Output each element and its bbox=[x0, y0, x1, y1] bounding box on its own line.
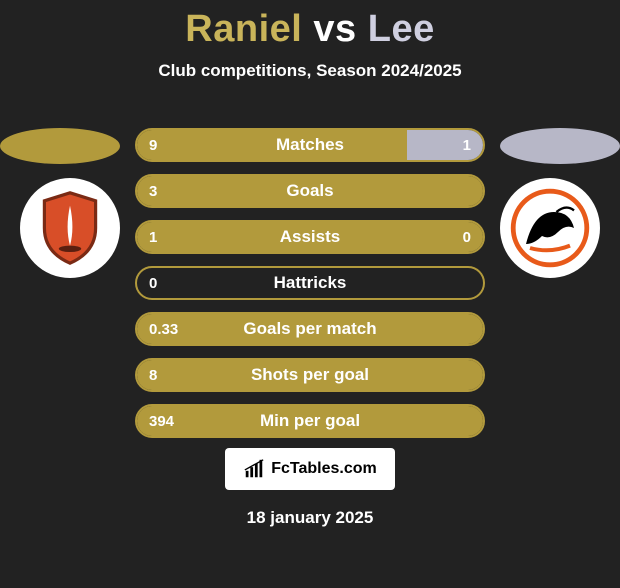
stat-label: Assists bbox=[137, 222, 483, 252]
shield-icon bbox=[30, 188, 110, 268]
title-player2: Lee bbox=[368, 8, 435, 50]
stat-label: Hattricks bbox=[137, 268, 483, 298]
subtitle: Club competitions, Season 2024/2025 bbox=[0, 61, 620, 81]
stat-row-shots-per-goal: 8 Shots per goal bbox=[135, 358, 485, 392]
stat-value-right: 1 bbox=[463, 130, 471, 160]
stat-row-goals: 3 Goals bbox=[135, 174, 485, 208]
brand-badge: FcTables.com bbox=[225, 448, 395, 490]
stat-rows: 9 Matches 1 3 Goals 1 Assists 0 0 Hattri… bbox=[135, 128, 485, 450]
player2-crest bbox=[500, 178, 600, 278]
date-text: 18 january 2025 bbox=[0, 508, 620, 528]
stat-row-goals-per-match: 0.33 Goals per match bbox=[135, 312, 485, 346]
bar-chart-icon bbox=[243, 458, 265, 480]
title-vs: vs bbox=[313, 8, 356, 50]
page-title: Raniel vs Lee bbox=[0, 8, 620, 51]
player2-color-marker bbox=[500, 128, 620, 164]
stat-label: Goals per match bbox=[137, 314, 483, 344]
stat-row-matches: 9 Matches 1 bbox=[135, 128, 485, 162]
stat-label: Goals bbox=[137, 176, 483, 206]
stat-label: Shots per goal bbox=[137, 360, 483, 390]
player1-crest bbox=[20, 178, 120, 278]
brand-text: FcTables.com bbox=[271, 460, 377, 478]
title-player1: Raniel bbox=[185, 8, 302, 50]
stat-row-assists: 1 Assists 0 bbox=[135, 220, 485, 254]
stat-label: Matches bbox=[137, 130, 483, 160]
stat-row-min-per-goal: 394 Min per goal bbox=[135, 404, 485, 438]
beetle-icon bbox=[510, 188, 590, 268]
player1-color-marker bbox=[0, 128, 120, 164]
stat-label: Min per goal bbox=[137, 406, 483, 436]
stat-value-right: 0 bbox=[463, 222, 471, 252]
stat-row-hattricks: 0 Hattricks bbox=[135, 266, 485, 300]
